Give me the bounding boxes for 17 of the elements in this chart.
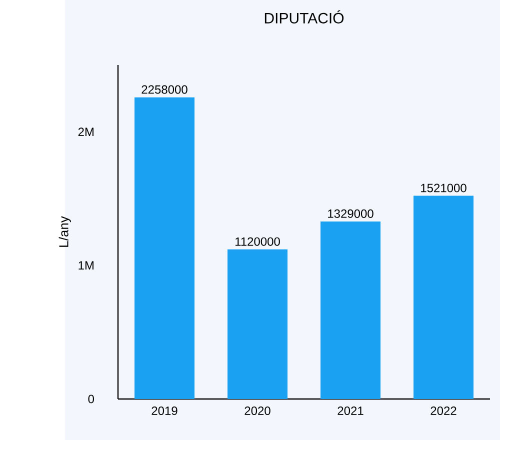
x-tick-label: 2021	[338, 406, 364, 416]
data-label: 1329000	[328, 209, 374, 218]
y-tick-label: 2M	[78, 128, 94, 136]
chart-title: DIPUTACIÓ	[264, 10, 344, 24]
bar	[414, 196, 474, 399]
x-tick-label: 2020	[244, 406, 270, 416]
data-label: 1120000	[236, 237, 280, 246]
bar	[134, 97, 194, 399]
x-tick-label: 2022	[430, 406, 456, 416]
y-tick-label: 1M	[78, 261, 94, 270]
y-tick-label: 0	[88, 394, 94, 404]
data-label: 1521000	[421, 184, 466, 192]
data-label: 2258000	[142, 85, 188, 94]
x-tick-label: 2019	[152, 406, 178, 416]
bar	[228, 249, 288, 399]
bar	[320, 221, 381, 399]
y-axis-title: L/any	[58, 216, 71, 247]
